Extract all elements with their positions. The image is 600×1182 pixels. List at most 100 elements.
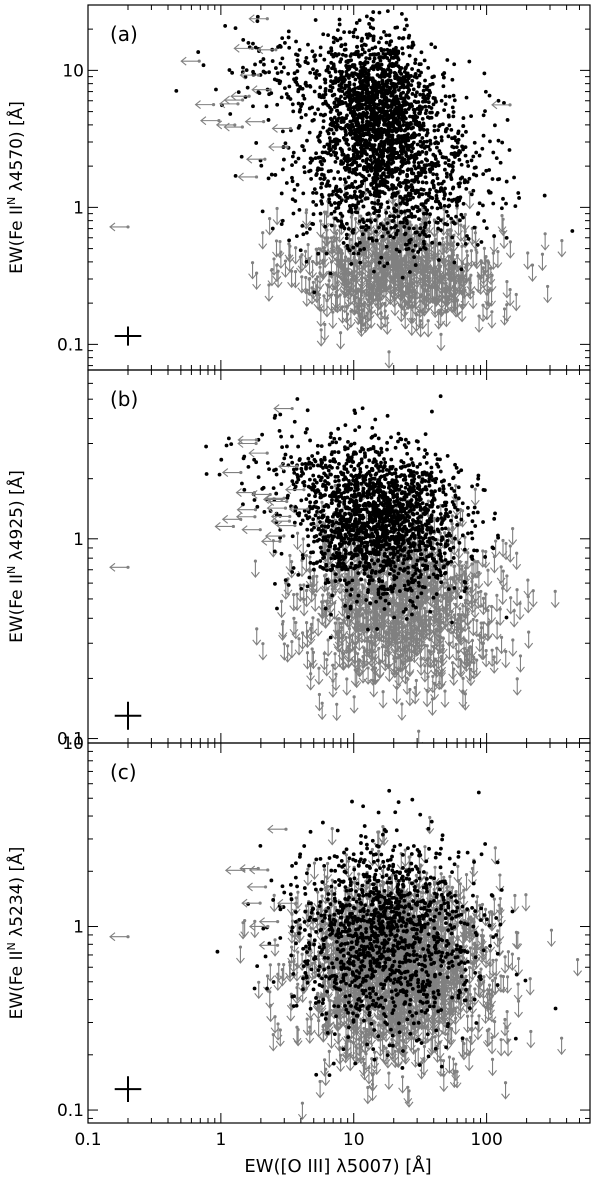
detection-point bbox=[403, 78, 408, 83]
detection-point bbox=[344, 141, 349, 146]
detection-point bbox=[350, 136, 355, 140]
detection-point bbox=[376, 80, 381, 85]
upper-limit-point bbox=[449, 667, 459, 687]
detection-point bbox=[416, 580, 421, 585]
upper-limit-point bbox=[416, 319, 426, 338]
detection-point bbox=[451, 152, 456, 157]
detection-point bbox=[292, 520, 297, 525]
detection-point bbox=[297, 207, 302, 212]
detection-point bbox=[372, 561, 377, 566]
detection-point bbox=[304, 55, 309, 60]
detection-point bbox=[433, 164, 438, 169]
detection-point bbox=[357, 54, 361, 59]
detection-point bbox=[416, 161, 421, 165]
detection-point bbox=[395, 177, 400, 182]
detection-point bbox=[305, 527, 310, 532]
detection-point bbox=[261, 69, 266, 74]
typical-error-bar bbox=[114, 326, 142, 346]
upper-limit-point bbox=[299, 598, 309, 617]
detection-point bbox=[469, 114, 473, 119]
upper-limit-point bbox=[344, 270, 354, 290]
detection-point bbox=[373, 179, 378, 183]
detection-point bbox=[464, 186, 469, 191]
detection-point bbox=[360, 217, 365, 222]
detection-point bbox=[378, 189, 382, 194]
detection-point bbox=[377, 469, 382, 473]
detection-point bbox=[439, 186, 444, 190]
detection-point bbox=[365, 78, 370, 83]
detection-point bbox=[471, 188, 476, 193]
detection-point bbox=[416, 150, 421, 155]
detection-point bbox=[364, 123, 369, 128]
detection-point bbox=[273, 173, 278, 177]
upper-limit-point bbox=[481, 649, 491, 668]
upper-limit-point bbox=[443, 295, 453, 314]
detection-point bbox=[412, 160, 417, 165]
detection-point bbox=[409, 212, 414, 216]
detection-point bbox=[403, 150, 408, 154]
detection-point bbox=[330, 498, 334, 502]
upper-limit-point bbox=[396, 610, 406, 630]
detection-point bbox=[391, 193, 396, 198]
detection-point bbox=[474, 150, 479, 155]
detection-point bbox=[420, 230, 425, 235]
upper-limit-point bbox=[420, 664, 430, 683]
panel-label: (a) bbox=[110, 22, 138, 46]
detection-point bbox=[436, 226, 441, 231]
detection-point bbox=[434, 113, 439, 117]
upper-limit-point bbox=[358, 271, 367, 291]
detection-point bbox=[384, 97, 389, 101]
upper-limit-point bbox=[295, 255, 305, 274]
upper-limit-point bbox=[463, 551, 473, 570]
upper-limit-point bbox=[411, 637, 421, 656]
upper-limit-point bbox=[472, 250, 482, 270]
detection-point bbox=[388, 143, 393, 148]
detection-point bbox=[312, 290, 317, 295]
detection-point bbox=[380, 234, 385, 239]
detection-point bbox=[425, 158, 430, 163]
detection-point bbox=[343, 130, 348, 134]
detection-point bbox=[308, 160, 313, 165]
upper-limit-point bbox=[406, 251, 416, 270]
upper-limit-point bbox=[367, 643, 377, 662]
detection-point bbox=[367, 48, 372, 53]
detection-point bbox=[384, 132, 389, 137]
upper-limit-point bbox=[319, 651, 329, 671]
upper-limit-point bbox=[421, 295, 431, 315]
upper-limit-point bbox=[317, 600, 327, 619]
detection-point bbox=[385, 440, 390, 445]
detection-point bbox=[431, 96, 436, 100]
detection-point bbox=[260, 209, 265, 214]
detection-point bbox=[415, 142, 420, 147]
detection-point bbox=[359, 72, 364, 76]
detection-point bbox=[329, 472, 333, 477]
detection-point bbox=[406, 143, 411, 148]
detection-point bbox=[405, 160, 410, 165]
detection-point bbox=[431, 102, 436, 107]
detection-point bbox=[397, 249, 402, 254]
upper-limit-point bbox=[448, 661, 458, 680]
detection-point bbox=[428, 212, 432, 217]
upper-limit-point bbox=[383, 610, 393, 629]
detection-point bbox=[444, 174, 449, 179]
detection-point bbox=[332, 67, 337, 72]
detection-point bbox=[375, 121, 380, 126]
x-upper-limit-point bbox=[109, 222, 130, 232]
upper-limit-point bbox=[416, 649, 425, 669]
detection-point bbox=[373, 138, 378, 143]
detection-point bbox=[417, 233, 422, 237]
detection-point bbox=[417, 474, 421, 479]
detection-point bbox=[388, 234, 393, 239]
detection-point bbox=[451, 93, 456, 98]
detection-point bbox=[337, 88, 341, 92]
detection-point bbox=[375, 627, 379, 631]
detection-point bbox=[348, 565, 353, 570]
detection-point bbox=[402, 27, 407, 32]
detection-point bbox=[372, 211, 376, 216]
detection-point bbox=[351, 74, 355, 79]
detection-point bbox=[451, 110, 456, 114]
detection-point bbox=[369, 111, 374, 116]
upper-limit-point bbox=[483, 608, 493, 628]
upper-limit-point bbox=[352, 583, 362, 602]
detection-point bbox=[227, 68, 232, 72]
